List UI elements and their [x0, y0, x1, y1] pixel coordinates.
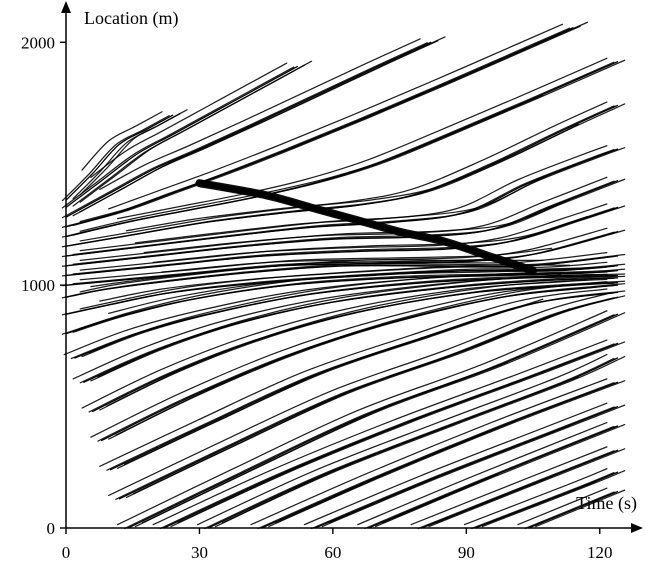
y-tick-label: 2000 — [21, 33, 55, 52]
vehicle-trajectory — [268, 380, 626, 528]
vehicle-trajectory — [141, 361, 508, 524]
vehicle-trajectory — [310, 406, 615, 530]
vehicle-trajectory — [261, 381, 619, 529]
vehicle-trajectory — [79, 21, 588, 223]
vehicle-trajectory — [61, 180, 615, 267]
vehicle-trajectory — [81, 273, 626, 358]
y-axis-label: Location (m) — [84, 8, 178, 29]
vehicle-trajectory — [221, 376, 580, 524]
y-axis-arrowhead — [61, 1, 71, 13]
vehicle-trajectory — [108, 23, 564, 210]
vehicle-trajectory — [115, 281, 606, 436]
vehicle-trajectory — [275, 420, 517, 524]
tick-marks: 0 30 60 90 120 0 1000 2000 — [21, 33, 613, 562]
vehicle-trajectory — [250, 378, 608, 526]
vehicle-trajectory — [382, 473, 499, 524]
vehicle-trajectory — [463, 468, 608, 526]
vehicle-trajectory — [79, 259, 544, 293]
vehicle-trajectory — [197, 353, 608, 526]
vehicle-trajectory — [535, 489, 626, 528]
x-tick-label: 120 — [587, 543, 613, 562]
vehicle-trajectory — [303, 402, 608, 526]
x-tick-label: 0 — [62, 543, 71, 562]
vehicle-trajectory — [61, 42, 428, 219]
vehicle-trajectory — [79, 36, 446, 213]
y-tick-label: 1000 — [21, 276, 55, 295]
x-tick-label: 90 — [458, 543, 475, 562]
x-tick-label: 30 — [191, 543, 208, 562]
vehicle-trajectory — [99, 38, 421, 191]
vehicle-trajectory — [72, 268, 626, 333]
vehicle-trajectory — [72, 25, 581, 227]
vehicle-trajectory — [79, 109, 188, 196]
vehicle-trajectory — [170, 341, 626, 528]
vehicle-trajectory — [79, 264, 571, 310]
x-axis-label: Time (s) — [576, 493, 637, 514]
vehicle-trajectory — [428, 448, 626, 528]
vehicle-trajectory — [257, 382, 615, 530]
vehicle-trajectory — [159, 343, 615, 530]
vehicle-trajectory — [97, 285, 615, 442]
vehicle-trajectory — [417, 450, 615, 530]
vehicle-trajectory — [79, 216, 588, 271]
y-tick-label: 0 — [47, 519, 56, 538]
vehicle-trajectory — [204, 357, 615, 530]
vehicle-trajectory — [79, 199, 571, 261]
vehicle-trajectory — [116, 57, 608, 220]
vehicle-trajectory — [517, 487, 608, 526]
vehicle-trajectory — [79, 267, 597, 329]
vehicle-trajectory — [410, 446, 608, 526]
vehicle-trajectory — [90, 62, 288, 178]
vehicle-trajectory — [177, 371, 544, 524]
vehicle-trajectory — [99, 280, 626, 411]
vehicle-trajectory — [65, 65, 298, 209]
trajectory-layer — [61, 21, 626, 530]
vehicle-trajectory — [106, 279, 588, 407]
vehicle-trajectory — [72, 147, 626, 256]
vehicle-trajectory — [527, 490, 619, 529]
vehicle-trajectory — [79, 60, 313, 203]
vehicle-trajectory — [364, 425, 615, 530]
vehicle-trajectory — [72, 205, 626, 275]
vehicle-trajectory — [72, 59, 626, 236]
vehicle-trajectory — [61, 149, 615, 258]
vehicle-trajectory — [357, 421, 608, 526]
vehicle-trajectory — [152, 339, 608, 526]
vehicle-trajectory — [328, 424, 571, 524]
vehicle-trajectory — [471, 472, 615, 530]
vehicle-trajectory — [90, 275, 626, 382]
vehicle-trajectory — [65, 114, 174, 201]
vehicle-trajectory — [108, 266, 608, 314]
x-tick-label: 60 — [324, 543, 341, 562]
vehicle-trajectory — [127, 313, 619, 529]
vehicle-trajectory — [374, 423, 626, 528]
vehicle-trajectory — [61, 115, 170, 202]
vehicle-trajectory — [99, 288, 608, 467]
vehicle-trajectory — [134, 145, 608, 244]
vehicle-trajectory — [97, 274, 562, 378]
vehicle-trajectory — [88, 271, 535, 354]
vehicle-trajectory — [124, 314, 615, 530]
vehicle-trajectory — [321, 404, 626, 528]
vehicle-trajectory — [63, 271, 608, 356]
vehicle-trajectory — [116, 310, 608, 526]
vehicle-trajectory — [108, 293, 608, 497]
vehicle-trajectory — [481, 470, 626, 528]
vehicle-trajectory — [61, 66, 295, 209]
vehicle-trajectory — [65, 41, 432, 218]
axes — [61, 1, 643, 533]
vehicle-trajectory — [124, 298, 544, 465]
vehicle-trajectory — [61, 270, 615, 335]
vehicle-trajectory — [524, 491, 615, 530]
vehicle-trajectory — [125, 101, 608, 232]
vehicle-trajectory — [81, 111, 163, 171]
vehicle-trajectory — [435, 475, 553, 524]
x-axis-arrowhead — [631, 523, 643, 533]
vehicle-trajectory — [488, 480, 597, 524]
vehicle-trajectory — [79, 123, 580, 242]
vehicle-trajectory — [132, 308, 571, 495]
vehicle-trajectory — [79, 94, 544, 232]
congestion-wave-band — [197, 181, 535, 273]
